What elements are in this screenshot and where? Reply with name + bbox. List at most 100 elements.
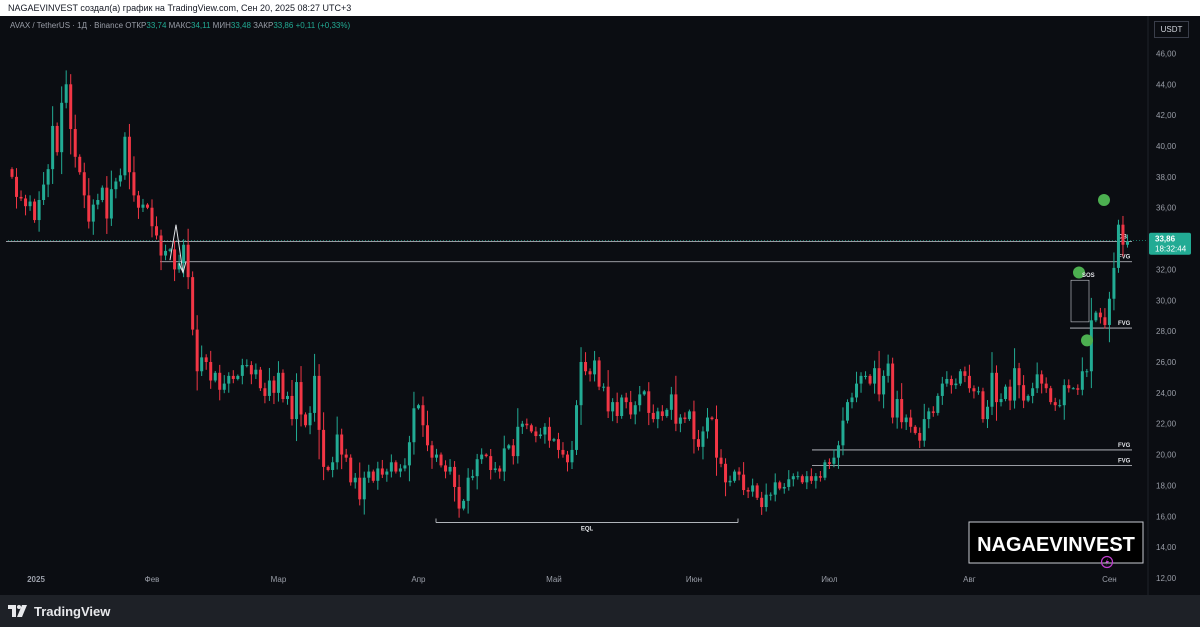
- candle-body: [769, 494, 773, 496]
- candle-body: [1080, 371, 1084, 390]
- tradingview-logo[interactable]: TradingView: [8, 602, 110, 620]
- candle-body: [371, 471, 375, 481]
- candle-body: [520, 423, 524, 427]
- candle-body: [1098, 312, 1102, 318]
- candle-body: [584, 362, 588, 372]
- x-tick-label: Июн: [686, 575, 702, 584]
- candle-body: [597, 360, 601, 387]
- candle-body: [96, 200, 100, 205]
- candle-body: [1013, 368, 1017, 401]
- candle-body: [19, 196, 23, 199]
- candle-body: [556, 439, 560, 450]
- candle-body: [674, 394, 678, 424]
- candle-body: [999, 399, 1003, 403]
- price-axis[interactable]: [1148, 16, 1200, 595]
- x-tick-label: Июл: [821, 575, 838, 584]
- candle-body: [638, 394, 642, 406]
- candle-body: [145, 204, 149, 208]
- candle-body: [344, 454, 348, 458]
- lightning-icon[interactable]: [1100, 555, 1114, 569]
- y-tick-label: 16,00: [1156, 512, 1177, 521]
- candle-body: [1004, 386, 1008, 400]
- candle-body: [55, 125, 59, 153]
- candle-body: [421, 405, 425, 426]
- y-tick-label: 24,00: [1156, 389, 1177, 398]
- candle-body: [913, 426, 917, 433]
- candle-body: [457, 486, 461, 509]
- candle-body: [222, 383, 226, 390]
- candle-body: [276, 372, 280, 393]
- candle-body: [565, 454, 569, 463]
- open-value: 33,74: [146, 21, 167, 30]
- price-tag[interactable]: [1149, 232, 1191, 255]
- candle-body: [118, 175, 122, 182]
- y-tick-label: 12,00: [1156, 574, 1177, 583]
- candle-body: [940, 383, 944, 396]
- candle-body: [814, 476, 818, 481]
- candle-body: [620, 397, 624, 416]
- candle-body: [805, 476, 809, 483]
- candle-body: [728, 480, 732, 483]
- candle-body: [967, 375, 971, 389]
- candle-body: [349, 457, 353, 483]
- candle-body: [444, 465, 448, 472]
- candle-body: [78, 156, 82, 173]
- symbol-name[interactable]: AVAX / TetherUS · 1Д · Binance: [10, 21, 124, 30]
- candle-body: [534, 431, 538, 437]
- candle-body: [936, 395, 940, 413]
- candle-body: [796, 476, 800, 478]
- x-tick-label: 2025: [27, 575, 45, 584]
- candle-body: [407, 442, 411, 466]
- candle-body: [114, 181, 118, 190]
- candle-body: [529, 425, 533, 432]
- x-tick-label: Май: [546, 575, 562, 584]
- candle-body: [200, 357, 204, 372]
- candle-body: [710, 417, 714, 420]
- candle-body: [64, 84, 68, 103]
- x-tick-label: Апр: [411, 575, 426, 584]
- candle-body: [1022, 385, 1026, 401]
- candle-body: [1017, 368, 1021, 386]
- candle-body: [543, 426, 547, 435]
- candle-body: [972, 388, 976, 392]
- currency-button[interactable]: USDT: [1154, 21, 1189, 38]
- candle-body: [326, 466, 330, 470]
- candle-body: [353, 477, 357, 483]
- candle-body: [859, 375, 863, 384]
- candle-body: [218, 372, 222, 390]
- candle-body: [24, 198, 28, 207]
- low-value: 33,48: [230, 21, 251, 30]
- candle-body: [683, 417, 687, 420]
- candle-body: [746, 490, 750, 492]
- candle-body: [109, 189, 113, 219]
- candle-body: [1103, 317, 1107, 325]
- candle-body: [177, 263, 181, 270]
- candle-body: [818, 476, 822, 478]
- candle-body: [895, 399, 899, 418]
- candle-body: [954, 383, 958, 386]
- candle-body: [240, 365, 244, 376]
- candle-body: [100, 187, 104, 200]
- candle-body: [742, 474, 746, 491]
- level-label-eql: EQL: [581, 526, 594, 532]
- candle-body: [91, 204, 95, 222]
- candle-body: [845, 402, 849, 421]
- price-tag-value: 33,86: [1155, 235, 1176, 244]
- candle-body: [855, 383, 859, 398]
- candle-body: [909, 417, 913, 427]
- candle-body: [231, 375, 235, 379]
- signal-marker: [1081, 334, 1093, 347]
- candle-body: [949, 378, 953, 386]
- candle-body: [891, 363, 895, 418]
- candlestick-chart[interactable]: 46,0044,0042,0040,0038,0036,0034,0032,00…: [0, 0, 1200, 595]
- chart-area[interactable]: [0, 16, 1200, 595]
- candle-body: [141, 204, 145, 208]
- candle-body: [493, 468, 497, 470]
- candle-body: [164, 250, 168, 256]
- candle-body: [782, 486, 786, 489]
- y-tick-label: 42,00: [1156, 111, 1177, 120]
- candle-body: [295, 382, 299, 420]
- candle-body: [755, 485, 759, 498]
- candle-body: [1035, 374, 1039, 389]
- candle-body: [1094, 312, 1098, 321]
